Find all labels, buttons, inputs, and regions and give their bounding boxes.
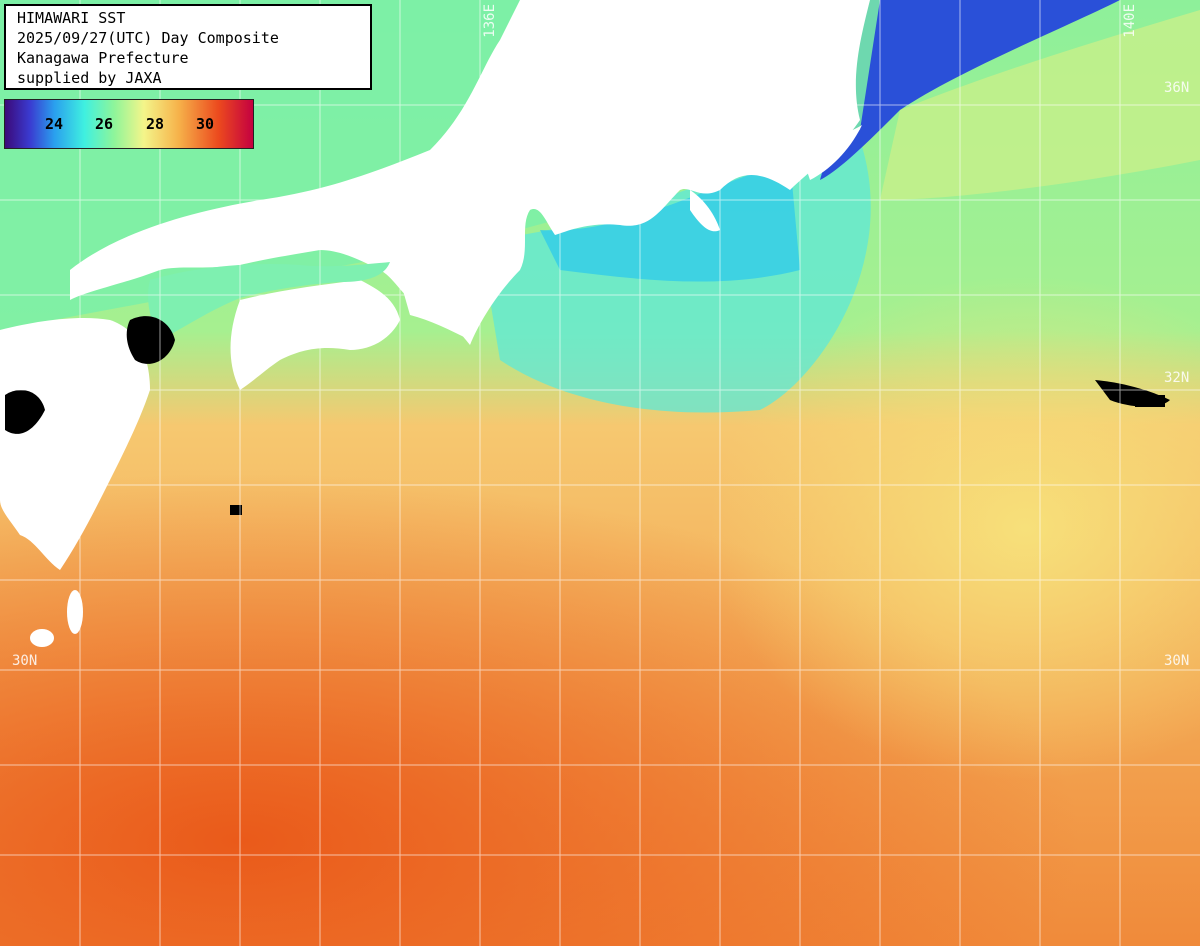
lon-label-136: 136E: [482, 4, 498, 38]
legend-tick-30: 30: [196, 115, 215, 133]
lat-label-33: 33: [14, 372, 31, 388]
title-line: HIMAWARI SST: [17, 9, 126, 27]
lat-label-30-right: 30N: [1164, 653, 1190, 669]
lat-label-30-left: 30N: [12, 653, 38, 669]
cloud-speck-2: [230, 505, 242, 515]
land-boso: [800, 125, 862, 180]
land-kii-peninsula: [400, 255, 485, 340]
lon-label-140: 140E: [1122, 4, 1138, 38]
legend-tick-24: 24: [45, 115, 64, 133]
cloud-west-kyushu: [126, 316, 175, 364]
lat-label-32: 32N: [1164, 370, 1190, 386]
color-legend: 24 26 28 30: [4, 99, 254, 149]
land-honshu: [70, 0, 870, 345]
lat-label-36: 36N: [1164, 80, 1190, 96]
land-shikoku: [230, 280, 400, 390]
legend-tick-28: 28: [146, 115, 165, 133]
land-kyushu: [0, 318, 150, 570]
cold-northeast-patch: [820, 0, 1120, 180]
cloud-speck-1: [1135, 395, 1165, 407]
land-awaji: [387, 241, 403, 269]
cold-coastal-band: [540, 160, 800, 282]
region-line: Kanagawa Prefecture: [17, 49, 189, 67]
date-line: 2025/09/27(UTC) Day Composite: [17, 29, 279, 47]
cloud-kyushu-inland: [5, 390, 45, 434]
legend-tick-26: 26: [95, 115, 114, 133]
credit-line: supplied by JAXA: [17, 69, 162, 87]
land-yakushima: [30, 629, 54, 647]
info-box: HIMAWARI SST 2025/09/27(UTC) Day Composi…: [4, 4, 372, 90]
seto-inland-sea: [148, 262, 390, 340]
land-tanegashima: [67, 590, 83, 634]
